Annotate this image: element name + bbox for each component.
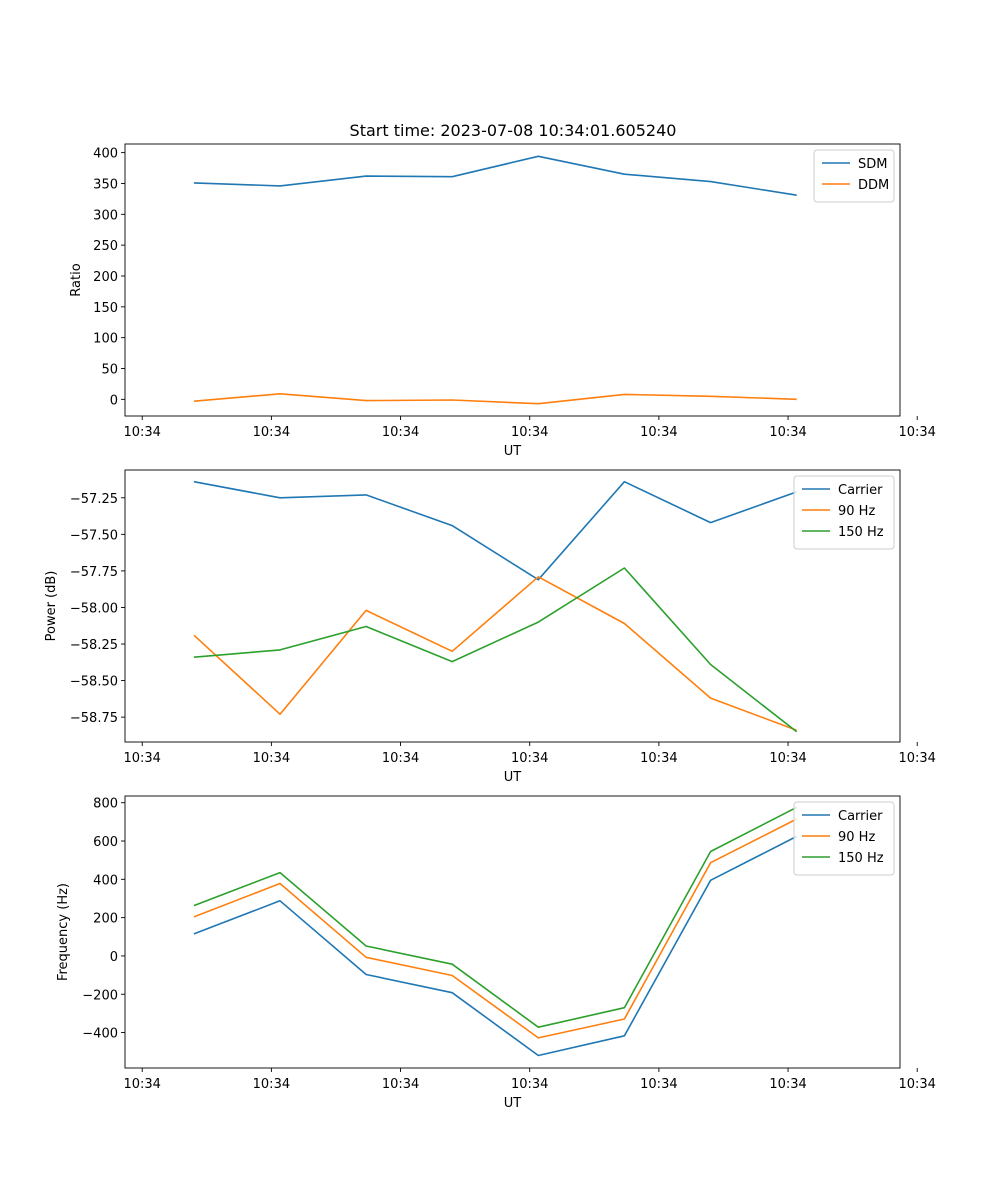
x-tick-label: 10:34 bbox=[253, 425, 290, 440]
series-line-ddm bbox=[193, 392, 797, 405]
y-tick-label: 200 bbox=[93, 912, 118, 927]
series-line-carrier bbox=[193, 835, 798, 1057]
series-line-carrier bbox=[193, 480, 797, 581]
y-tick-label: 800 bbox=[93, 797, 118, 812]
y-axis-label: Ratio bbox=[69, 263, 84, 296]
x-tick-label: 10:34 bbox=[769, 425, 806, 440]
x-tick-label: 10:34 bbox=[898, 425, 935, 440]
x-tick-label: 10:34 bbox=[769, 751, 806, 766]
legend-label: 150 Hz bbox=[838, 851, 884, 866]
y-tick-label: 250 bbox=[93, 239, 118, 254]
x-axis-label: UT bbox=[504, 770, 522, 785]
y-tick-label: −57.75 bbox=[70, 565, 118, 580]
x-tick-label: 10:34 bbox=[253, 751, 290, 766]
chart-panel-1: 10:34 10:34 10:34 10:34 10:34 10:34 10:34 0 50 10… bbox=[69, 143, 936, 459]
y-tick-label: −57.25 bbox=[70, 492, 118, 507]
x-axis-label: UT bbox=[504, 444, 522, 459]
chart-panel-2: 10:34 10:34 10:34 10:34 10:34 10:34 10:34 −58.7… bbox=[44, 469, 936, 785]
axes-frame bbox=[124, 795, 901, 1069]
y-tick-label: 600 bbox=[93, 835, 118, 850]
series-line-150-hz bbox=[193, 567, 798, 733]
y-tick-label: −58.50 bbox=[70, 675, 118, 690]
x-tick-label: 10:34 bbox=[123, 1077, 160, 1092]
y-tick-label: 50 bbox=[101, 363, 118, 378]
x-tick-label: 10:34 bbox=[511, 425, 548, 440]
y-tick-label: 100 bbox=[93, 332, 118, 347]
x-tick-label: 10:34 bbox=[898, 751, 935, 766]
series-line-sdm bbox=[193, 155, 797, 196]
x-tick-label: 10:34 bbox=[123, 751, 160, 766]
y-tick-label: 300 bbox=[93, 208, 118, 223]
x-tick-label: 10:34 bbox=[640, 1077, 677, 1092]
legend-label: SDM bbox=[858, 157, 887, 172]
x-tick-label: 10:34 bbox=[253, 1077, 290, 1092]
legend-label: 150 Hz bbox=[838, 525, 884, 540]
y-tick-label: −200 bbox=[82, 988, 118, 1003]
y-tick-label: 0 bbox=[110, 950, 118, 965]
axes-frame bbox=[124, 143, 901, 417]
y-tick-label: 0 bbox=[110, 393, 118, 408]
series-line-90-hz bbox=[193, 818, 798, 1039]
x-tick-label: 10:34 bbox=[769, 1077, 806, 1092]
y-axis-label: Frequency (Hz) bbox=[56, 883, 71, 981]
x-tick-label: 10:34 bbox=[123, 425, 160, 440]
y-tick-label: 150 bbox=[93, 301, 118, 316]
x-tick-label: 10:34 bbox=[382, 425, 419, 440]
y-tick-label: 400 bbox=[93, 147, 118, 162]
y-tick-label: −400 bbox=[82, 1027, 118, 1042]
series-line-150-hz bbox=[193, 806, 798, 1028]
y-tick-label: 350 bbox=[93, 177, 118, 192]
y-tick-label: −58.25 bbox=[70, 638, 118, 653]
y-tick-label: −58.75 bbox=[70, 711, 118, 726]
y-tick-label: 200 bbox=[93, 270, 118, 285]
x-tick-label: 10:34 bbox=[382, 751, 419, 766]
x-tick-label: 10:34 bbox=[898, 1077, 935, 1092]
y-tick-label: −57.50 bbox=[70, 528, 118, 543]
x-tick-label: 10:34 bbox=[511, 1077, 548, 1092]
x-tick-label: 10:34 bbox=[382, 1077, 419, 1092]
x-tick-label: 10:34 bbox=[511, 751, 548, 766]
x-tick-label: 10:34 bbox=[640, 425, 677, 440]
y-tick-label: 400 bbox=[93, 873, 118, 888]
chart-panel-3: 10:34 10:34 10:34 10:34 10:34 10:34 10:34 −400 −… bbox=[56, 795, 936, 1111]
legend-label: DDM bbox=[858, 178, 889, 193]
x-axis-label: UT bbox=[504, 1096, 522, 1111]
figure-title: Start time: 2023-07-08 10:34:01.605240 bbox=[350, 121, 677, 140]
y-tick-label: −58.00 bbox=[70, 601, 118, 616]
axes-frame bbox=[124, 469, 901, 743]
legend-label: Carrier bbox=[838, 809, 883, 824]
series-line-90-hz bbox=[193, 575, 797, 732]
legend-label: 90 Hz bbox=[838, 830, 875, 845]
legend-label: Carrier bbox=[838, 483, 883, 498]
legend-label: 90 Hz bbox=[838, 504, 875, 519]
x-tick-label: 10:34 bbox=[640, 751, 677, 766]
y-axis-label: Power (dB) bbox=[44, 571, 59, 642]
